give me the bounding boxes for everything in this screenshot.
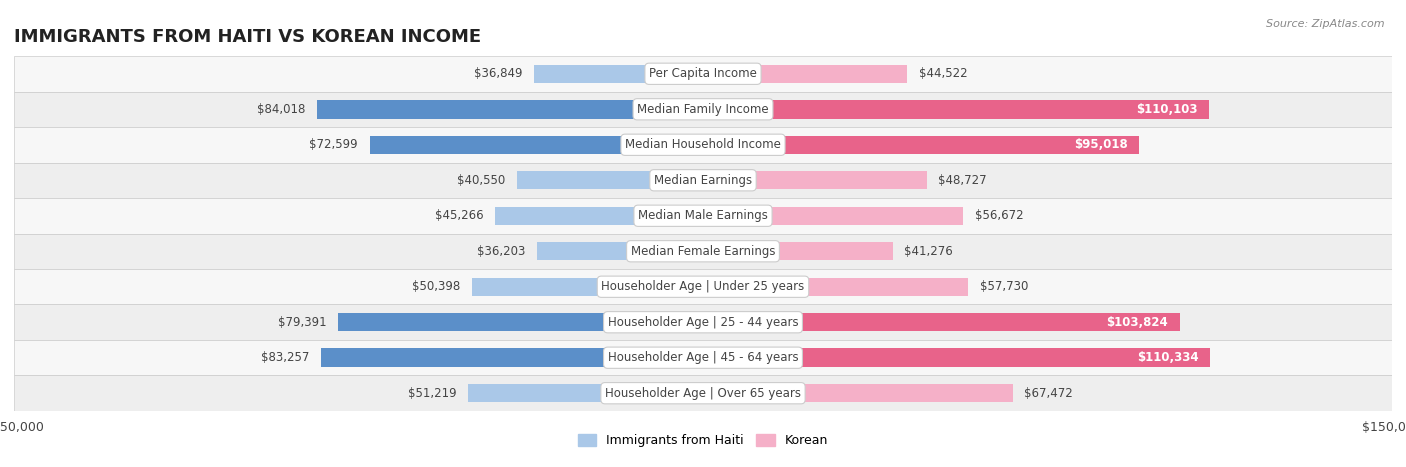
Text: IMMIGRANTS FROM HAITI VS KOREAN INCOME: IMMIGRANTS FROM HAITI VS KOREAN INCOME — [14, 28, 481, 46]
FancyBboxPatch shape — [14, 269, 1392, 304]
Bar — [703, 171, 927, 190]
Text: $41,276: $41,276 — [904, 245, 953, 258]
FancyBboxPatch shape — [14, 198, 1392, 234]
FancyBboxPatch shape — [14, 375, 1392, 411]
Text: $110,103: $110,103 — [1136, 103, 1198, 116]
Bar — [703, 348, 1209, 367]
Text: $50,398: $50,398 — [412, 280, 460, 293]
Bar — [703, 64, 907, 83]
Text: Per Capita Income: Per Capita Income — [650, 67, 756, 80]
FancyBboxPatch shape — [14, 163, 1392, 198]
Bar — [471, 277, 703, 296]
Bar — [321, 348, 703, 367]
Bar — [703, 135, 1139, 154]
Bar — [339, 313, 703, 332]
Text: $72,599: $72,599 — [309, 138, 359, 151]
Text: $110,334: $110,334 — [1136, 351, 1198, 364]
Text: $84,018: $84,018 — [257, 103, 305, 116]
Text: Householder Age | Under 25 years: Householder Age | Under 25 years — [602, 280, 804, 293]
Bar — [703, 206, 963, 225]
Bar — [537, 242, 703, 261]
Bar — [703, 100, 1209, 119]
Text: $83,257: $83,257 — [260, 351, 309, 364]
Text: $95,018: $95,018 — [1074, 138, 1128, 151]
Text: Householder Age | 45 - 64 years: Householder Age | 45 - 64 years — [607, 351, 799, 364]
Text: Median Family Income: Median Family Income — [637, 103, 769, 116]
FancyBboxPatch shape — [14, 127, 1392, 163]
Bar — [468, 384, 703, 403]
Text: $40,550: $40,550 — [457, 174, 505, 187]
Text: $36,203: $36,203 — [477, 245, 526, 258]
Text: Source: ZipAtlas.com: Source: ZipAtlas.com — [1267, 19, 1385, 28]
FancyBboxPatch shape — [14, 92, 1392, 127]
Text: Householder Age | 25 - 44 years: Householder Age | 25 - 44 years — [607, 316, 799, 329]
Text: Median Household Income: Median Household Income — [626, 138, 780, 151]
Text: $48,727: $48,727 — [938, 174, 987, 187]
Text: Median Earnings: Median Earnings — [654, 174, 752, 187]
FancyBboxPatch shape — [14, 56, 1392, 92]
FancyBboxPatch shape — [14, 234, 1392, 269]
Text: Median Female Earnings: Median Female Earnings — [631, 245, 775, 258]
Text: Median Male Earnings: Median Male Earnings — [638, 209, 768, 222]
Text: $67,472: $67,472 — [1025, 387, 1073, 400]
Text: $56,672: $56,672 — [974, 209, 1024, 222]
Text: $44,522: $44,522 — [920, 67, 967, 80]
Bar — [703, 384, 1012, 403]
FancyBboxPatch shape — [14, 304, 1392, 340]
Bar — [534, 64, 703, 83]
Text: $45,266: $45,266 — [434, 209, 484, 222]
Bar — [703, 277, 969, 296]
Text: Householder Age | Over 65 years: Householder Age | Over 65 years — [605, 387, 801, 400]
Legend: Immigrants from Haiti, Korean: Immigrants from Haiti, Korean — [578, 434, 828, 447]
Text: $51,219: $51,219 — [408, 387, 457, 400]
Text: $103,824: $103,824 — [1107, 316, 1168, 329]
Bar — [517, 171, 703, 190]
Bar — [703, 242, 893, 261]
FancyBboxPatch shape — [14, 340, 1392, 375]
Text: $57,730: $57,730 — [980, 280, 1028, 293]
Bar — [370, 135, 703, 154]
Bar — [495, 206, 703, 225]
Text: $79,391: $79,391 — [278, 316, 326, 329]
Bar — [318, 100, 703, 119]
Text: $36,849: $36,849 — [474, 67, 522, 80]
Bar — [703, 313, 1180, 332]
